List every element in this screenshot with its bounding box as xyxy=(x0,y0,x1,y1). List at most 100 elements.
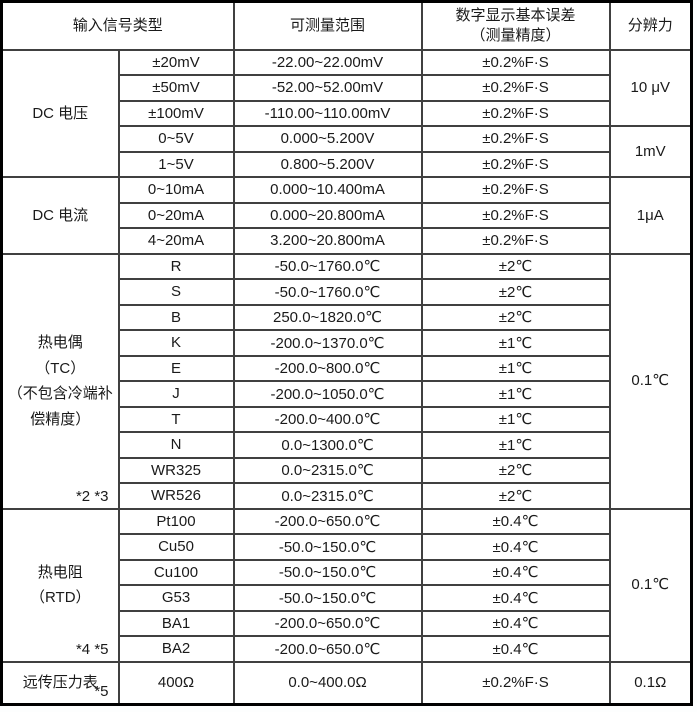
measure-range-cell: -200.0~1050.0℃ xyxy=(232,380,423,408)
error-value-cell: ±0.4℃ xyxy=(420,507,611,535)
table-row: 热电阻 （RTD） *4 *5 Pt100 -200.0~650.0℃ ±0.4℃ 0.1℃ xyxy=(0,507,693,663)
signal-category-label: 热电偶 （TC） （不包含冷端补 偿精度） xyxy=(7,334,113,428)
error-value-cell: ±2℃ xyxy=(420,482,611,510)
signal-subtype-cell: 0~5V xyxy=(117,125,235,153)
signal-subtype-cell: ±20mV xyxy=(117,48,235,76)
table-row: 0~5V 0.000~5.200V ±0.2%F·S 1mV xyxy=(2,125,693,178)
signal-subtype-cell: Pt100 xyxy=(117,507,235,535)
header-row: 输入信号类型 可测量范围 数字显示基本误差 （测量精度） 分辨力 xyxy=(0,0,693,51)
error-value-cell: ±0.2%F·S xyxy=(420,227,611,255)
error-value-cell: ±0.2%F·S xyxy=(420,74,611,102)
footnote-marker: *4 *5 xyxy=(75,640,109,658)
signal-subtype-cell: R xyxy=(117,252,235,280)
resolution-cell: 0.1℃ xyxy=(608,252,693,510)
error-value-cell: ±0.2%F·S xyxy=(420,201,611,229)
table-row: WR325 0.0~2315.0℃ ±2℃ xyxy=(2,456,692,484)
signal-subtype-cell: BA1 xyxy=(117,609,235,637)
resolution-cell: 1mV xyxy=(608,125,693,178)
signal-subtype-cell: 4~20mA xyxy=(117,227,235,255)
measure-range-cell: 250.0~1820.0℃ xyxy=(232,303,423,331)
table-row: WR526 0.0~2315.0℃ ±2℃ xyxy=(2,482,692,510)
measure-range-cell: 0.0~2315.0℃ xyxy=(232,482,423,510)
measure-range-cell: -50.0~150.0℃ xyxy=(232,584,423,612)
signal-subtype-cell: K xyxy=(117,329,235,357)
measure-range-cell: -200.0~650.0℃ xyxy=(232,507,423,535)
signal-category-cell: 远传压力表 *5 xyxy=(0,660,120,706)
signal-subtype-cell: 0~20mA xyxy=(117,201,235,229)
table-row: ±100mV -110.00~110.00mV ±0.2%F·S xyxy=(2,99,692,127)
signal-subtype-cell: WR526 xyxy=(117,482,235,510)
resolution-cell: 10 μV xyxy=(608,48,693,127)
header-error-line1: 数字显示基本误差 xyxy=(455,6,576,24)
measure-range-cell: -52.00~52.00mV xyxy=(232,74,423,102)
error-value-cell: ±0.4℃ xyxy=(420,584,611,612)
table-row: K -200.0~1370.0℃ ±1℃ xyxy=(2,329,692,357)
table-row: G53 -50.0~150.0℃ ±0.4℃ xyxy=(2,584,692,612)
signal-category-cell: 热电偶 （TC） （不包含冷端补 偿精度） *2 *3 xyxy=(0,252,120,510)
signal-subtype-cell: BA2 xyxy=(117,635,235,663)
signal-subtype-cell: WR325 xyxy=(117,456,235,484)
measure-range-cell: -50.0~150.0℃ xyxy=(232,558,423,586)
error-value-cell: ±0.4℃ xyxy=(420,558,611,586)
measure-range-cell: -200.0~800.0℃ xyxy=(232,354,423,382)
signal-category-cell: 热电阻 （RTD） *4 *5 xyxy=(0,507,120,663)
table-row: BA1 -200.0~650.0℃ ±0.4℃ xyxy=(2,609,692,637)
error-value-cell: ±2℃ xyxy=(420,278,611,306)
measure-range-cell: 0.000~10.400mA xyxy=(232,176,423,204)
footnote-marker: *5 xyxy=(94,683,109,700)
measure-range-cell: -50.0~150.0℃ xyxy=(232,533,423,561)
table-row: B 250.0~1820.0℃ ±2℃ xyxy=(2,303,692,331)
table-row: DC 电压 ±20mV -22.00~22.00mV ±0.2%F·S 10 μV xyxy=(0,48,693,178)
error-value-cell: ±0.2%F·S xyxy=(420,176,611,204)
measure-range-cell: 0.0~2315.0℃ xyxy=(232,456,423,484)
resolution-cell: 0.1℃ xyxy=(608,507,693,663)
signal-subtype-cell: 400Ω xyxy=(117,660,235,706)
measure-range-cell: -50.0~1760.0℃ xyxy=(232,252,423,280)
error-value-cell: ±0.2%F·S xyxy=(420,125,611,153)
table-row: DC 电流 0~10mA 0.000~10.400mA ±0.2%F·S 1μA xyxy=(0,176,693,255)
measure-range-cell: 0.000~20.800mA xyxy=(232,201,423,229)
error-value-cell: ±0.4℃ xyxy=(420,609,611,637)
table-row: 远传压力表 *5 400Ω 0.0~400.0Ω ±0.2%F·S 0.1Ω xyxy=(0,660,693,706)
error-value-cell: ±1℃ xyxy=(420,329,611,357)
signal-subtype-cell: E xyxy=(117,354,235,382)
header-range: 可测量范围 xyxy=(232,0,423,51)
signal-subtype-cell: G53 xyxy=(117,584,235,612)
measure-range-cell: -200.0~400.0℃ xyxy=(232,405,423,433)
signal-subtype-cell: Cu50 xyxy=(117,533,235,561)
error-value-cell: ±1℃ xyxy=(420,380,611,408)
measure-range-cell: -200.0~1370.0℃ xyxy=(232,329,423,357)
measure-range-cell: 3.200~20.800mA xyxy=(232,227,423,255)
table-row: N 0.0~1300.0℃ ±1℃ xyxy=(2,431,692,459)
error-value-cell: ±2℃ xyxy=(420,456,611,484)
header-error-line2: （测量精度） xyxy=(470,26,561,44)
error-value-cell: ±1℃ xyxy=(420,354,611,382)
signal-category-label: DC 电压 xyxy=(32,104,89,122)
footnote-marker: *2 *3 xyxy=(75,487,109,505)
table-row: S -50.0~1760.0℃ ±2℃ xyxy=(2,278,692,306)
error-value-cell: ±1℃ xyxy=(420,431,611,459)
signal-category-cell: DC 电流 xyxy=(0,176,120,255)
measure-range-cell: -200.0~650.0℃ xyxy=(232,635,423,663)
table-row: Cu50 -50.0~150.0℃ ±0.4℃ xyxy=(2,533,692,561)
measure-range-cell: -200.0~650.0℃ xyxy=(232,609,423,637)
error-value-cell: ±0.4℃ xyxy=(420,635,611,663)
header-resolution: 分辨力 xyxy=(608,0,693,51)
table-row: 0~20mA 0.000~20.800mA ±0.2%F·S xyxy=(2,201,692,229)
table-row: Cu100 -50.0~150.0℃ ±0.4℃ xyxy=(2,558,692,586)
signal-category-label: 热电阻 （RTD） xyxy=(29,563,91,607)
error-value-cell: ±1℃ xyxy=(420,405,611,433)
error-value-cell: ±0.2%F·S xyxy=(420,660,611,706)
signal-subtype-cell: T xyxy=(117,405,235,433)
table-row: 1~5V 0.800~5.200V ±0.2%F·S xyxy=(2,150,692,178)
error-value-cell: ±0.2%F·S xyxy=(420,150,611,178)
table-row: ±50mV -52.00~52.00mV ±0.2%F·S xyxy=(2,74,692,102)
spec-table-body: DC 电压 ±20mV -22.00~22.00mV ±0.2%F·S 10 μV ±50… xyxy=(0,48,693,706)
signal-subtype-cell: 0~10mA xyxy=(117,176,235,204)
error-value-cell: ±0.2%F·S xyxy=(420,48,611,76)
measure-range-cell: 0.000~5.200V xyxy=(232,125,423,153)
signal-category-cell: DC 电压 xyxy=(0,48,120,178)
signal-subtype-cell: J xyxy=(117,380,235,408)
error-value-cell: ±0.2%F·S xyxy=(420,99,611,127)
